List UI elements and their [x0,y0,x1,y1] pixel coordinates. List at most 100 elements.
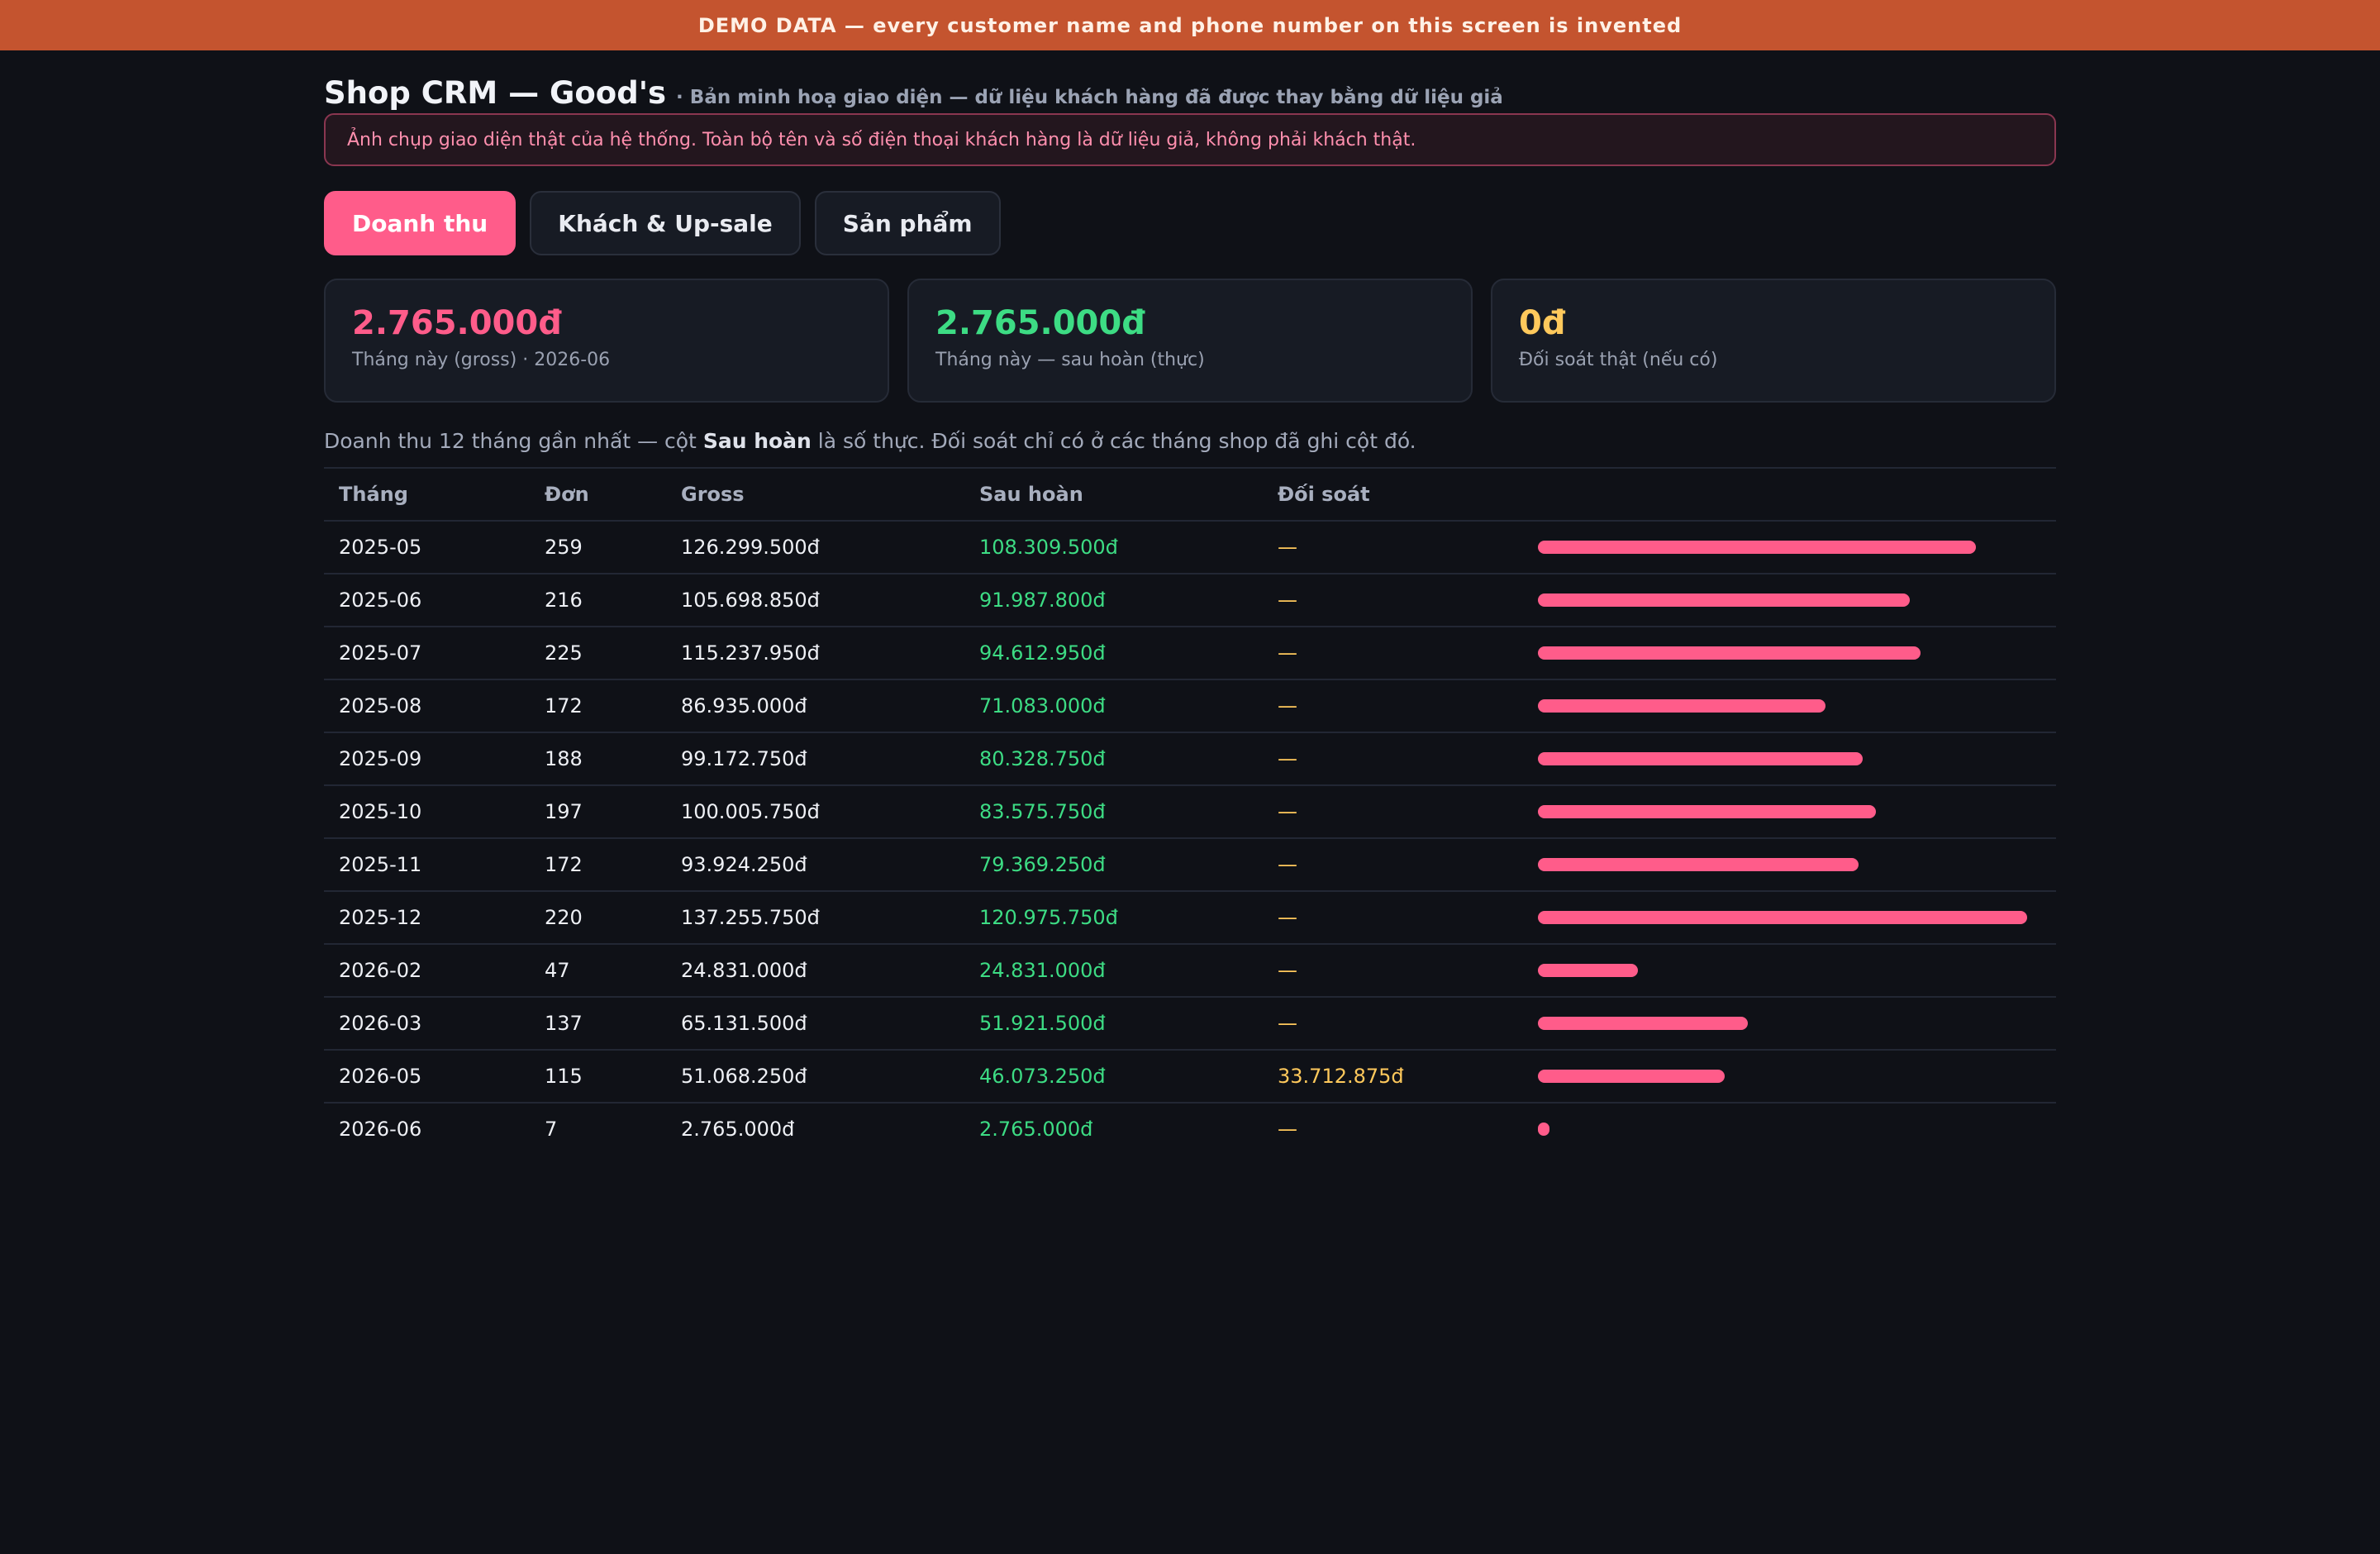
month-cell: 2025-09 [324,732,530,786]
reconciliation-cell: — [1263,997,1538,1051]
table-row: 2026-02 47 24.831.000đ 24.831.000đ — [324,944,2056,998]
net-cell: 71.083.000đ [964,679,1263,733]
bar-cell [1538,521,2056,574]
revenue-bar [1538,646,1921,660]
page-title: Shop CRM — Good's [324,75,667,111]
orders-cell: 259 [530,521,666,574]
demo-banner: DEMO DATA — every customer name and phon… [0,0,2380,50]
table-header-row: Tháng Đơn Gross Sau hoàn Đối soát [324,467,2056,522]
reconciliation-cell: — [1278,1118,1297,1141]
demo-notice: Ảnh chụp giao diện thật của hệ thống. To… [324,113,2056,166]
description-text-end: là số thực. Đối soát chỉ có ở các tháng … [811,429,1416,453]
reconciliation-cell: — [1263,891,1538,945]
column-header-net: Sau hoàn [964,467,1263,522]
reconciliation-card: 0đ Đối soát thật (nếu có) [1491,279,2056,403]
net-cell: 108.309.500đ [964,521,1263,574]
gross-cell: 93.924.250đ [666,838,964,892]
revenue-bar [1538,964,1638,977]
reconciliation-cell: — [1263,944,1538,998]
reconciliation-cell: — [1263,785,1538,839]
bar-cell [1538,627,2056,680]
bar-cell [1538,891,2056,945]
month-cell: 2026-06 [339,1118,422,1141]
revenue-bar [1538,1017,1748,1030]
orders-cell: 172 [530,679,666,733]
table-row: 2025-10 197 100.005.750đ 83.575.750đ — [324,785,2056,839]
gross-cell: 105.698.850đ [666,574,964,627]
revenue-bar [1538,593,1910,607]
gross-cell: 126.299.500đ [666,521,964,574]
orders-cell: 188 [530,732,666,786]
net-cell: 24.831.000đ [964,944,1263,998]
table-row: 2025-11 172 93.924.250đ 79.369.250đ — [324,838,2056,892]
orders-cell: 216 [530,574,666,627]
table-row: 2025-05 259 126.299.500đ 108.309.500đ — [324,521,2056,574]
reconciliation-cell: — [1263,679,1538,733]
tab-revenue[interactable]: Doanh thu [324,191,516,255]
gross-month-label: Tháng này (gross) · 2026-06 [352,350,611,370]
reconciliation-cell: — [1263,574,1538,627]
month-cell: 2026-05 [324,1050,530,1104]
month-cell: 2025-06 [324,574,530,627]
net-cell: 46.073.250đ [964,1050,1263,1104]
gross-cell: 100.005.750đ [666,785,964,839]
orders-cell: 7 [545,1118,558,1141]
net-month-value: 2.765.000đ [935,304,1145,342]
gross-cell: 99.172.750đ [666,732,964,786]
net-cell: 80.328.750đ [964,732,1263,786]
net-cell: 2.765.000đ [979,1118,1093,1141]
column-header-month: Tháng [324,467,530,522]
orders-cell: 225 [530,627,666,680]
tab-bar: Doanh thu Khách & Up-sale Sản phẩm [324,191,2056,255]
net-month-card: 2.765.000đ Tháng này — sau hoàn (thực) [907,279,1473,403]
orders-cell: 137 [530,997,666,1051]
revenue-bar [1538,541,1976,554]
page-subtitle: · Bản minh hoạ giao diện — dữ liệu khách… [676,87,1503,108]
net-month-label: Tháng này — sau hoàn (thực) [935,350,1205,370]
revenue-table: Tháng Đơn Gross Sau hoàn Đối soát 2025-0… [324,467,2056,1155]
bar-cell [1538,732,2056,786]
table-row: 2026-05 115 51.068.250đ 46.073.250đ 33.712.8… [324,1050,2056,1104]
reconciliation-label: Đối soát thật (nếu có) [1519,350,1718,370]
description-bold: Sau hoàn [702,429,812,453]
column-header-reconciliation: Đối soát [1263,467,1538,522]
tab-customers-upsale[interactable]: Khách & Up-sale [530,191,801,255]
reconciliation-cell: 33.712.875đ [1263,1050,1538,1104]
gross-cell: 51.068.250đ [666,1050,964,1104]
main-content: Shop CRM — Good's · Bản minh hoạ giao di… [324,50,2056,1155]
orders-cell: 172 [530,838,666,892]
table-row: 2025-06 216 105.698.850đ 91.987.800đ — [324,574,2056,627]
tab-products[interactable]: Sản phẩm [814,191,1001,255]
description-text: Doanh thu 12 tháng gần nhất — cột [324,429,703,453]
gross-cell: 137.255.750đ [666,891,964,945]
reconciliation-value: 0đ [1519,304,1566,342]
table-body: 2025-05 259 126.299.500đ 108.309.500đ —2025-… [324,521,2056,1155]
table-row: 2026-06 7 2.765.000đ 2.765.000đ — [324,1103,2056,1155]
reconciliation-cell: — [1263,627,1538,680]
month-cell: 2025-12 [324,891,530,945]
net-cell: 51.921.500đ [964,997,1263,1051]
summary-cards: 2.765.000đ Tháng này (gross) · 2026-06 2… [324,279,2056,403]
gross-month-card: 2.765.000đ Tháng này (gross) · 2026-06 [324,279,889,403]
table-row: 2025-08 172 86.935.000đ 71.083.000đ — [324,679,2056,733]
bar-cell [1538,1050,2056,1104]
net-cell: 79.369.250đ [964,838,1263,892]
table-row: 2025-07 225 115.237.950đ 94.612.950đ — [324,627,2056,680]
table-row: 2025-09 188 99.172.750đ 80.328.750đ — [324,732,2056,786]
revenue-bar [1538,1070,1725,1083]
net-cell: 91.987.800đ [964,574,1263,627]
gross-cell: 2.765.000đ [681,1118,795,1141]
gross-cell: 86.935.000đ [666,679,964,733]
column-header-bar [1538,467,2056,522]
orders-cell: 220 [530,891,666,945]
header: Shop CRM — Good's · Bản minh hoạ giao di… [324,75,2056,112]
orders-cell: 115 [530,1050,666,1104]
bar-cell [1538,574,2056,627]
bar-cell [1538,785,2056,839]
orders-cell: 47 [530,944,666,998]
month-cell: 2025-10 [324,785,530,839]
month-cell: 2025-07 [324,627,530,680]
table-description: Doanh thu 12 tháng gần nhất — cột Sau ho… [324,429,2056,457]
gross-month-value: 2.765.000đ [352,304,562,342]
net-cell: 120.975.750đ [964,891,1263,945]
